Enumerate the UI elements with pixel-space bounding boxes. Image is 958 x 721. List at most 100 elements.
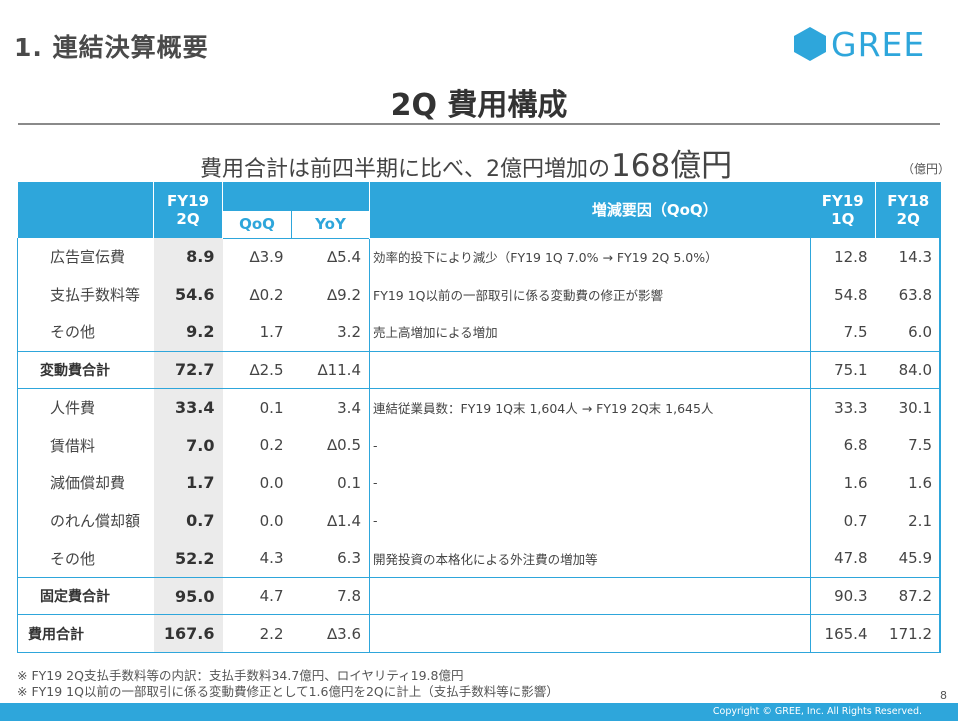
table-row: 固定費合計 95.0 4.7 7.8 [17, 576, 940, 616]
cell-qoq: 1.7 [259, 322, 284, 341]
cell-qoq: ∆3.9 [249, 248, 284, 267]
header-qoq: QoQ [222, 209, 292, 239]
cell-yoy: ∆0.5 [327, 436, 361, 455]
cell-qoq: 0.0 [259, 511, 284, 530]
header-fy19-2q: FY19 2Q [153, 182, 223, 238]
cell-qoq: 0.1 [259, 398, 284, 417]
page-title: 2Q 費用構成 [390, 88, 568, 123]
cell-fy18-2q: 6.0 [875, 313, 941, 352]
hexagon-icon [794, 27, 826, 61]
footer-bar: Copyright © GREE, Inc. All Rights Reserv… [0, 703, 958, 721]
cell-fy19-2q: 7.0 [153, 426, 223, 465]
cell-fy18-2q: 14.3 [875, 238, 941, 276]
row-label: 支払手数料等 [17, 275, 154, 314]
cell-fy19-2q: 95.0 [153, 576, 223, 616]
cell-fy18-2q: 1.6 [875, 464, 941, 502]
cell-fy18-2q: 84.0 [875, 350, 941, 390]
cell-fy19-2q: 33.4 [153, 388, 223, 427]
cell-qoq: ∆2.5 [222, 350, 292, 390]
cell-fy18-2q: 30.1 [875, 388, 941, 427]
table-row: 支払手数料等 54.6 ∆0.2 ∆9.2 FY19 1Q以前の一部取引に係る変動費の修… [17, 275, 940, 314]
header-blank [17, 182, 154, 238]
table-row: 7.5 6.0 [810, 313, 941, 352]
cell-yoy: ∆9.2 [327, 285, 361, 304]
summary-lead: 費用合計は前四半期に比べ、2億円増加の [200, 157, 610, 182]
cell-fy19-1q: 7.5 [810, 313, 876, 352]
cell-yoy: ∆1.4 [327, 511, 361, 530]
cell-yoy: 7.8 [291, 576, 370, 616]
comparison-table: FY19 1Q FY18 2Q 12.8 14.3 54.8 63.8 7.5 6.0 75… [810, 182, 941, 654]
table-row: 90.3 87.2 [810, 576, 941, 616]
cell-fy19-1q: 6.8 [810, 426, 876, 465]
table-row: 賃借料 7.0 0.2 ∆0.5- [17, 426, 940, 465]
cell-fy19-2q: 1.7 [153, 464, 223, 502]
table-row: その他 9.2 1.7 3.2 売上高増加による増加 [17, 313, 940, 352]
table-row: 費用合計 167.6 2.2 ∆3.6 [17, 614, 940, 654]
table-row: のれん償却額 0.7 0.0 ∆1.4- [17, 501, 940, 540]
cell-yoy: 0.1 [337, 473, 361, 492]
cell-fy18-2q: 45.9 [875, 539, 941, 578]
cell-qoq: 0.0 [259, 473, 284, 492]
row-label: 広告宣伝費 [17, 238, 154, 276]
row-label: 変動費合計 [17, 350, 154, 390]
cell-fy19-1q: 33.3 [810, 388, 876, 427]
cell-fy19-1q: 1.6 [810, 464, 876, 502]
cell-fy18-2q: 63.8 [875, 275, 941, 314]
table-row: 33.3 30.1 [810, 388, 941, 427]
row-label: 固定費合計 [17, 576, 154, 616]
header-change-group [222, 182, 370, 210]
table-row: 広告宣伝費 8.9 ∆3.9 ∆5.4 効率的投下により減少（FY19 1Q 7.0% … [17, 238, 940, 276]
cell-fy19-1q: 47.8 [810, 539, 876, 578]
table-row: 減価償却費 1.7 0.0 0.1- [17, 464, 940, 502]
cell-fy18-2q: 7.5 [875, 426, 941, 465]
cell-fy19-1q: 0.7 [810, 501, 876, 540]
table-row: 75.1 84.0 [810, 350, 941, 390]
cell-qoq: 0.2 [259, 436, 284, 455]
table-row: 12.8 14.3 [810, 238, 941, 276]
table-row: 0.7 2.1 [810, 501, 941, 540]
cell-fy19-2q: 9.2 [153, 313, 223, 352]
row-label: 減価償却費 [17, 464, 154, 502]
header-fy19-1q: FY19 1Q [810, 182, 876, 238]
row-label: その他 [17, 539, 154, 578]
unit-label: （億円） [902, 162, 951, 176]
cell-fy18-2q: 2.1 [875, 501, 941, 540]
footnotes: ※ FY19 2Q支払手数料等の内訳：支払手数料34.7億円、ロイヤリティ19.… [17, 668, 559, 700]
cell-fy19-2q: 167.6 [153, 614, 223, 654]
row-label: のれん償却額 [17, 501, 154, 540]
summary-statement: 費用合計は前四半期に比べ、2億円増加の 168億円 [200, 140, 732, 185]
table-row: 54.8 63.8 [810, 275, 941, 314]
cell-yoy: ∆3.6 [291, 614, 370, 654]
cell-fy19-2q: 52.2 [153, 539, 223, 578]
header-fy18-2q: FY18 2Q [875, 182, 941, 238]
cell-yoy: ∆11.4 [291, 350, 370, 390]
cell-fy19-1q: 165.4 [810, 614, 876, 654]
header-yoy: YoY [291, 209, 370, 239]
table-row: 人件費 33.4 0.1 3.4 連結従業員数：FY19 1Q末 1,604人 → FY… [17, 388, 940, 427]
row-label: 賃借料 [17, 426, 154, 465]
cell-qoq: ∆0.2 [249, 285, 284, 304]
cell-yoy: ∆5.4 [327, 248, 361, 267]
table-row: 165.4 171.2 [810, 614, 941, 654]
table-row: 6.8 7.5 [810, 426, 941, 465]
page-number: 8 [940, 689, 947, 702]
cell-qoq: 2.2 [222, 614, 292, 654]
cell-yoy: 6.3 [337, 549, 361, 568]
cell-fy19-2q: 8.9 [153, 238, 223, 276]
cell-yoy: 3.2 [337, 322, 361, 341]
summary-value: 168億円 [611, 148, 733, 184]
section-title: 1. 連結決算概要 [14, 33, 209, 62]
row-label: その他 [17, 313, 154, 352]
cell-qoq: 4.7 [222, 576, 292, 616]
cell-qoq: 4.3 [259, 549, 284, 568]
table-row: 1.6 1.6 [810, 464, 941, 502]
cell-fy18-2q: 171.2 [875, 614, 941, 654]
cell-yoy: 3.4 [337, 398, 361, 417]
table-row: その他 52.2 4.3 6.3 開発投資の本格化による外注費の増加等 [17, 539, 940, 578]
row-label: 費用合計 [17, 614, 154, 654]
gree-logo: GREE [793, 25, 938, 64]
cell-fy19-1q: 12.8 [810, 238, 876, 276]
cell-fy19-2q: 72.7 [153, 350, 223, 390]
cell-fy19-1q: 75.1 [810, 350, 876, 390]
cell-fy19-1q: 90.3 [810, 576, 876, 616]
